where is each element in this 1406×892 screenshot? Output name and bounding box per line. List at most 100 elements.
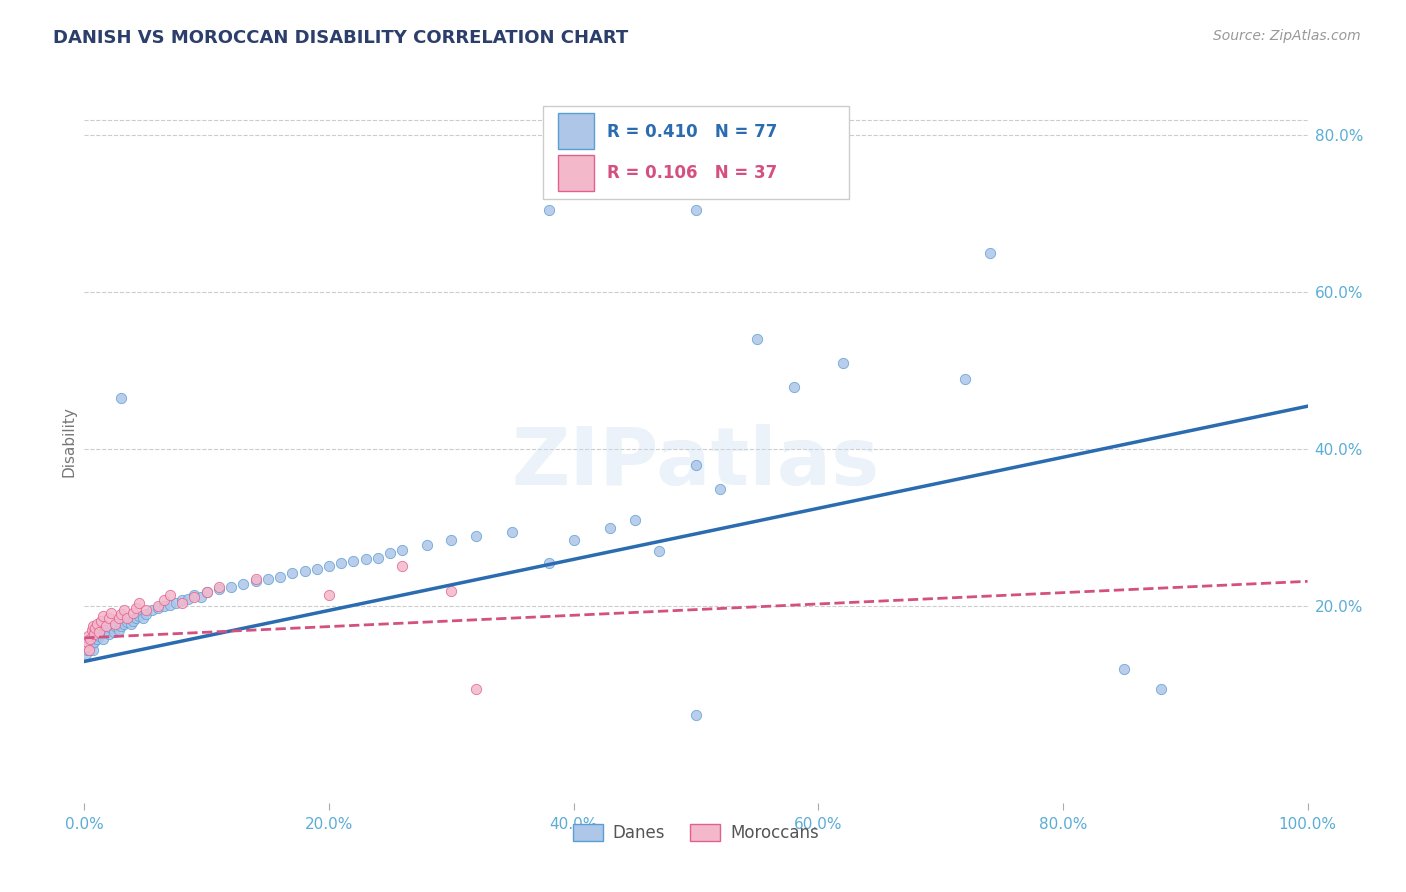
Point xyxy=(80,623,103,637)
Point xyxy=(391,558,413,573)
Point xyxy=(107,623,129,637)
Point xyxy=(82,619,104,633)
Point xyxy=(97,627,120,641)
Point xyxy=(120,616,142,631)
Point xyxy=(979,246,1001,260)
Text: R = 0.106   N = 37: R = 0.106 N = 37 xyxy=(606,164,778,183)
Point xyxy=(82,642,104,657)
Point xyxy=(79,640,101,655)
Point xyxy=(177,591,200,606)
Point xyxy=(159,588,181,602)
Point xyxy=(391,542,413,557)
Point xyxy=(245,572,267,586)
Text: R = 0.410   N = 77: R = 0.410 N = 77 xyxy=(606,122,778,141)
Point xyxy=(128,595,150,609)
Point xyxy=(125,611,148,625)
Point xyxy=(100,622,122,636)
Point xyxy=(87,629,110,643)
Point xyxy=(112,603,135,617)
Text: Source: ZipAtlas.com: Source: ZipAtlas.com xyxy=(1213,29,1361,44)
FancyBboxPatch shape xyxy=(558,154,595,191)
Point xyxy=(183,588,205,602)
Point xyxy=(76,635,98,649)
Point xyxy=(115,615,138,630)
Point xyxy=(245,574,267,589)
Point xyxy=(183,590,205,604)
Point xyxy=(77,639,100,653)
Point xyxy=(77,642,100,657)
Point xyxy=(110,392,132,406)
Point xyxy=(562,533,585,547)
Point xyxy=(86,616,108,631)
Point xyxy=(135,607,157,622)
Point xyxy=(83,627,105,641)
Point xyxy=(195,585,218,599)
Point xyxy=(75,640,97,655)
Point xyxy=(269,569,291,583)
Point xyxy=(77,635,100,649)
Point xyxy=(538,556,561,570)
Text: DANISH VS MOROCCAN DISABILITY CORRELATION CHART: DANISH VS MOROCCAN DISABILITY CORRELATIO… xyxy=(53,29,628,47)
Point xyxy=(115,611,138,625)
FancyBboxPatch shape xyxy=(558,112,595,149)
Point xyxy=(90,627,112,641)
FancyBboxPatch shape xyxy=(543,105,849,200)
Point xyxy=(107,611,129,625)
Point xyxy=(440,533,463,547)
Point xyxy=(110,619,132,633)
Point xyxy=(87,624,110,639)
Point xyxy=(440,583,463,598)
Point xyxy=(132,611,155,625)
Point xyxy=(122,614,145,628)
Point xyxy=(172,593,194,607)
Point xyxy=(380,546,402,560)
Point xyxy=(86,632,108,647)
Point xyxy=(195,585,218,599)
Point xyxy=(159,598,181,612)
Point xyxy=(648,544,671,558)
Point xyxy=(165,595,187,609)
Point xyxy=(953,372,976,386)
Point xyxy=(103,624,125,639)
Point xyxy=(91,632,114,647)
Point xyxy=(1150,681,1173,696)
Point xyxy=(135,603,157,617)
Point xyxy=(76,642,98,657)
Point xyxy=(318,558,340,573)
Point xyxy=(502,524,524,539)
Point xyxy=(599,521,621,535)
Point xyxy=(84,622,107,636)
Point xyxy=(685,707,707,722)
Point xyxy=(342,554,364,568)
Point xyxy=(416,538,439,552)
Point xyxy=(831,356,853,370)
Text: ZIPatlas: ZIPatlas xyxy=(512,425,880,502)
Point xyxy=(330,556,353,570)
Point xyxy=(96,623,118,637)
Point xyxy=(747,333,769,347)
Point xyxy=(305,562,328,576)
Point xyxy=(208,580,231,594)
Point xyxy=(146,601,169,615)
Point xyxy=(104,616,127,631)
Point xyxy=(232,577,254,591)
Point xyxy=(97,611,120,625)
Point xyxy=(91,608,114,623)
Point xyxy=(90,614,112,628)
Point xyxy=(1114,662,1136,676)
Point xyxy=(354,552,377,566)
Point xyxy=(96,619,118,633)
Point xyxy=(125,601,148,615)
Point xyxy=(318,588,340,602)
Point xyxy=(538,202,561,217)
Point xyxy=(190,590,212,604)
Point xyxy=(83,635,105,649)
Point xyxy=(146,599,169,614)
Point xyxy=(219,580,242,594)
Point xyxy=(141,603,163,617)
Point xyxy=(128,608,150,623)
Point xyxy=(110,607,132,622)
Point xyxy=(172,595,194,609)
Point xyxy=(257,572,280,586)
Point xyxy=(93,624,115,639)
